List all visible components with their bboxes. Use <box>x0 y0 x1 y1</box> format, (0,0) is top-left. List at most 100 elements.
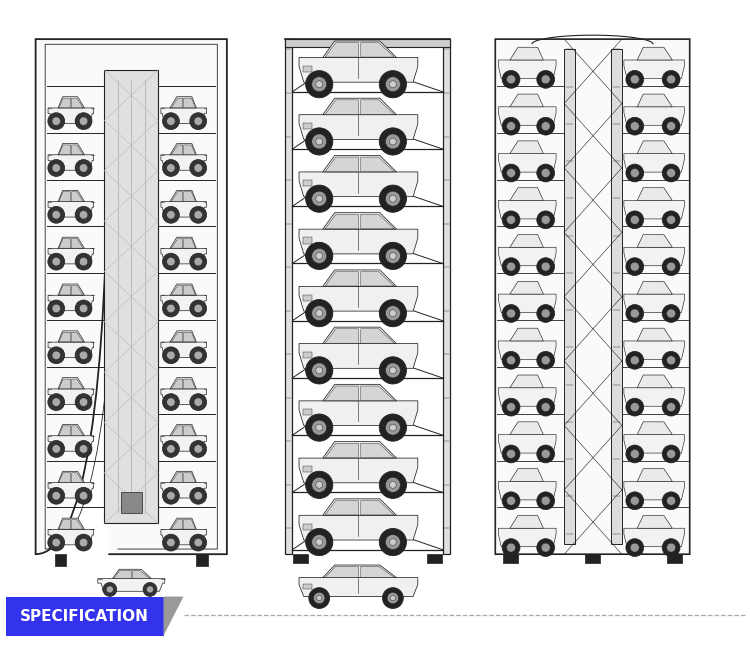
Bar <box>442 39 450 554</box>
Bar <box>302 180 312 186</box>
Circle shape <box>630 309 639 318</box>
Circle shape <box>48 347 64 364</box>
Polygon shape <box>72 379 83 389</box>
Circle shape <box>52 445 61 453</box>
Polygon shape <box>498 388 556 406</box>
Bar <box>668 554 682 563</box>
Polygon shape <box>510 516 544 528</box>
Polygon shape <box>299 229 418 254</box>
Circle shape <box>542 215 550 224</box>
Circle shape <box>163 207 179 223</box>
Polygon shape <box>170 96 196 108</box>
Polygon shape <box>72 520 83 529</box>
Circle shape <box>626 258 644 276</box>
Circle shape <box>662 258 680 276</box>
Polygon shape <box>299 115 418 140</box>
Polygon shape <box>638 328 672 341</box>
Polygon shape <box>72 426 83 436</box>
Circle shape <box>389 196 396 202</box>
Circle shape <box>630 215 639 224</box>
Circle shape <box>386 306 400 321</box>
Circle shape <box>667 403 676 411</box>
Circle shape <box>542 543 550 552</box>
Circle shape <box>630 543 639 552</box>
Bar <box>610 50 622 544</box>
Circle shape <box>386 134 400 149</box>
Polygon shape <box>322 441 397 458</box>
Polygon shape <box>161 389 206 404</box>
Polygon shape <box>48 482 94 498</box>
Circle shape <box>537 211 554 229</box>
Circle shape <box>503 211 520 229</box>
Polygon shape <box>58 237 85 248</box>
Polygon shape <box>59 426 70 436</box>
Circle shape <box>537 398 554 416</box>
Circle shape <box>166 211 175 219</box>
Circle shape <box>316 595 322 600</box>
Circle shape <box>667 168 676 177</box>
Circle shape <box>166 492 175 500</box>
FancyBboxPatch shape <box>495 39 690 554</box>
Polygon shape <box>361 329 394 343</box>
Polygon shape <box>161 342 206 357</box>
Polygon shape <box>326 215 358 229</box>
Circle shape <box>166 445 175 453</box>
Circle shape <box>146 586 154 593</box>
Polygon shape <box>184 520 196 529</box>
Polygon shape <box>59 98 70 108</box>
Circle shape <box>506 496 515 505</box>
Circle shape <box>380 471 406 498</box>
Polygon shape <box>624 60 685 78</box>
Polygon shape <box>638 235 672 247</box>
Polygon shape <box>171 426 183 436</box>
Circle shape <box>75 207 92 223</box>
Circle shape <box>305 299 333 327</box>
Polygon shape <box>48 155 94 170</box>
Circle shape <box>305 414 333 441</box>
Circle shape <box>52 351 61 359</box>
Polygon shape <box>624 200 685 219</box>
Polygon shape <box>59 333 70 342</box>
Circle shape <box>503 164 520 182</box>
Circle shape <box>503 70 520 88</box>
Circle shape <box>382 587 404 608</box>
Polygon shape <box>161 436 206 451</box>
Polygon shape <box>624 481 685 500</box>
Circle shape <box>194 164 202 172</box>
Circle shape <box>312 420 327 435</box>
Circle shape <box>312 77 327 92</box>
Polygon shape <box>326 271 358 286</box>
Circle shape <box>48 441 64 457</box>
Circle shape <box>626 539 644 557</box>
Polygon shape <box>361 157 394 171</box>
Polygon shape <box>326 100 358 114</box>
Bar <box>302 524 312 529</box>
Circle shape <box>190 253 207 270</box>
Polygon shape <box>299 578 418 597</box>
Circle shape <box>194 539 202 547</box>
Circle shape <box>305 357 333 384</box>
Circle shape <box>305 185 333 213</box>
Circle shape <box>503 398 520 416</box>
Polygon shape <box>510 235 544 247</box>
Circle shape <box>80 304 88 313</box>
Polygon shape <box>58 378 85 389</box>
Polygon shape <box>72 239 83 248</box>
Bar <box>121 492 142 513</box>
Circle shape <box>389 252 396 259</box>
Circle shape <box>52 117 61 125</box>
Circle shape <box>314 592 325 604</box>
Circle shape <box>194 211 202 219</box>
Polygon shape <box>72 473 83 482</box>
Polygon shape <box>510 141 544 154</box>
Circle shape <box>305 128 333 155</box>
Bar <box>6 597 164 636</box>
Circle shape <box>194 445 202 453</box>
Polygon shape <box>59 379 70 389</box>
Polygon shape <box>361 100 394 114</box>
Polygon shape <box>510 47 544 60</box>
Polygon shape <box>326 42 358 57</box>
Polygon shape <box>498 107 556 125</box>
Circle shape <box>312 191 327 206</box>
Polygon shape <box>326 157 358 171</box>
